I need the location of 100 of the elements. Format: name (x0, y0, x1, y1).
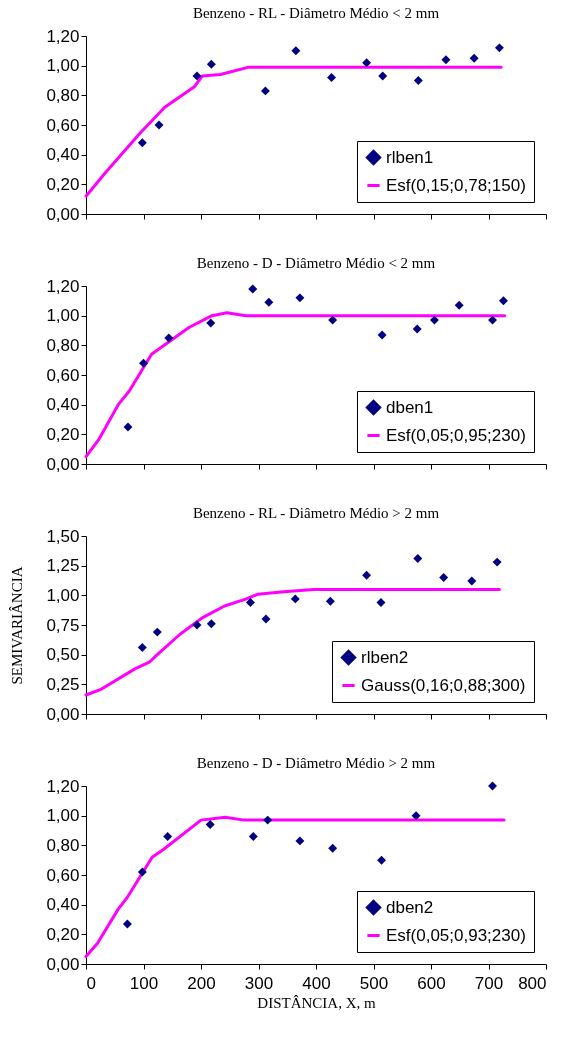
y-tick-label: 0,80 (46, 85, 80, 105)
y-tick-label: 1,00 (46, 585, 80, 605)
y-tick-label: 1,25 (46, 556, 80, 576)
y-tick-label: 1,50 (46, 526, 80, 546)
point (327, 73, 336, 83)
point (192, 71, 202, 81)
y-tick-label: 1,00 (46, 806, 80, 826)
point (137, 138, 147, 148)
y-tick-label: 0,25 (46, 674, 80, 694)
x-tick-label: 500 (359, 973, 389, 993)
y-tick-label: 0,00 (46, 954, 80, 974)
y-tick-label: 0,80 (46, 835, 80, 855)
point (154, 120, 164, 130)
point (137, 643, 147, 653)
x-tick-label: 200 (187, 973, 216, 993)
chart-title: Benzeno - RL - Diâmetro Médio < 2 mm (192, 5, 440, 21)
point (164, 333, 174, 343)
point (263, 815, 273, 825)
y-tick-label: 0,20 (46, 924, 80, 944)
legend-label: Gauss(0,16;0,88;300) (361, 675, 526, 695)
point (454, 300, 464, 310)
point (498, 296, 508, 306)
point (206, 59, 216, 69)
point (261, 614, 271, 624)
x-axis-title: DISTÂNCIA, X, m (257, 994, 376, 1011)
point (260, 86, 270, 96)
point (205, 820, 215, 830)
y-tick-label: 0,20 (46, 424, 80, 444)
point (123, 422, 133, 432)
point (163, 831, 173, 841)
point (488, 315, 497, 325)
point (295, 293, 305, 303)
point (325, 596, 335, 606)
point (377, 330, 387, 340)
point (248, 284, 258, 294)
point (439, 573, 449, 583)
y-tick-label: 1,00 (46, 56, 80, 76)
y-tick-label: 1,20 (46, 276, 80, 296)
chart-title: Benzeno - RL - Diâmetro Médio > 2 mm (192, 505, 440, 521)
point (467, 576, 477, 586)
y-tick-label: 0,00 (46, 454, 80, 474)
y-tick-label: 0,60 (46, 365, 80, 385)
y-tick-label: 0,50 (46, 645, 80, 665)
point (139, 358, 148, 368)
point (378, 71, 388, 81)
x-tick-label: 300 (244, 973, 274, 993)
x-tick-label: 400 (302, 973, 331, 993)
point (492, 557, 502, 567)
legend-label: dben1 (386, 397, 434, 417)
point (413, 554, 423, 564)
y-tick-label: 0,60 (46, 865, 80, 885)
point (429, 315, 439, 325)
point (248, 831, 258, 841)
y-tick-label: 1,20 (46, 26, 80, 46)
legend-label: rlben1 (386, 147, 434, 167)
y-tick-label: 0,40 (46, 145, 80, 165)
y-tick-label: 0,00 (46, 704, 80, 724)
point (122, 919, 132, 929)
x-tick-label: 0 (86, 973, 96, 993)
point (376, 597, 386, 607)
y-tick-label: 0,40 (46, 395, 80, 415)
legend-label: Esf(0,05;0,93;230) (386, 925, 526, 945)
point (469, 53, 479, 63)
point (413, 76, 423, 85)
x-tick-label: 700 (474, 973, 504, 993)
y-tick-label: 0,75 (46, 615, 80, 635)
point (290, 594, 300, 604)
point (206, 619, 216, 629)
chart-title: Benzeno - D - Diâmetro Médio < 2 mm (196, 255, 436, 271)
x-tick-label: 100 (129, 973, 159, 993)
point (137, 867, 147, 877)
legend-label: rlben2 (361, 647, 409, 667)
point (494, 43, 504, 53)
chart-title: Benzeno - D - Diâmetro Médio > 2 mm (196, 755, 436, 771)
point (412, 324, 422, 334)
point (264, 297, 274, 307)
x-tick-label: 800 (518, 973, 547, 993)
y-tick-label: 0,80 (46, 335, 80, 355)
point (441, 55, 451, 65)
y-axis-title: SEMIVARIÂNCIA (8, 566, 25, 685)
legend-label: Esf(0,05;0,95;230) (386, 425, 526, 445)
point (377, 855, 387, 865)
point (411, 811, 421, 821)
y-tick-label: 1,00 (46, 306, 80, 326)
legend-label: Esf(0,15;0,78;150) (386, 175, 526, 195)
point (291, 46, 301, 56)
x-tick-label: 600 (417, 973, 446, 993)
legend-label: dben2 (386, 897, 434, 917)
point (245, 597, 255, 607)
point (152, 627, 162, 637)
point (295, 836, 305, 846)
point (206, 318, 216, 328)
y-tick-label: 0,00 (46, 204, 80, 224)
point (328, 315, 338, 325)
y-tick-label: 1,20 (46, 776, 80, 796)
point (328, 843, 338, 853)
point (362, 58, 372, 68)
y-tick-label: 0,60 (46, 115, 80, 135)
point (362, 570, 372, 580)
y-tick-label: 0,40 (46, 895, 80, 915)
